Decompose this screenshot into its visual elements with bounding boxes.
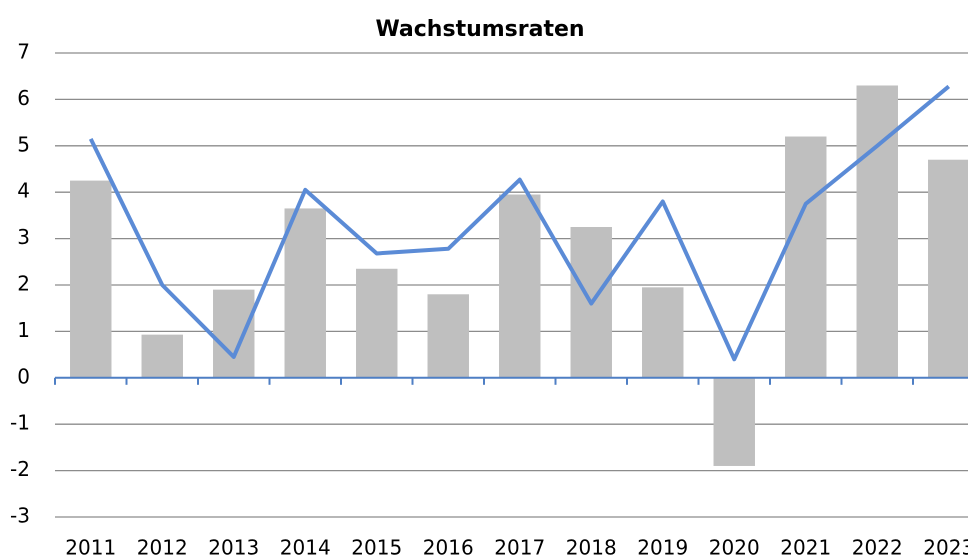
x-tick-label: 2019	[637, 536, 688, 560]
x-tick-label: 2012	[137, 536, 188, 560]
x-tick-label: 2022	[852, 536, 903, 560]
x-tick-label: 2020	[709, 536, 760, 560]
x-tick-label: 2018	[566, 536, 617, 560]
y-tick-label: 3	[17, 225, 30, 249]
y-tick-label: 6	[17, 86, 30, 110]
y-tick-label: 5	[17, 132, 30, 156]
y-tick-label: 0	[17, 364, 30, 388]
bar	[499, 194, 541, 378]
x-tick-label: 2014	[280, 536, 331, 560]
y-tick-label: 2	[17, 272, 30, 296]
y-tick-label: -2	[10, 457, 30, 481]
line-series	[88, 84, 951, 362]
x-tick-label: 2021	[780, 536, 831, 560]
bar	[856, 85, 898, 378]
bar	[70, 180, 112, 378]
bar	[284, 208, 326, 378]
y-tick-label: -3	[10, 504, 30, 528]
y-tick-label: 4	[17, 179, 30, 203]
bar	[141, 334, 183, 378]
x-tick-label: 2017	[494, 536, 545, 560]
bar	[713, 377, 755, 466]
x-tick-label: 2016	[423, 536, 474, 560]
bar	[642, 287, 684, 378]
y-tick-label: 7	[17, 40, 30, 64]
y-tick-label: -1	[10, 411, 30, 435]
bar	[785, 136, 827, 378]
chart-title: Wachstumsraten	[375, 17, 584, 42]
x-tick-label: 2023	[923, 536, 968, 560]
bar	[356, 268, 398, 378]
bar	[213, 289, 255, 378]
bar	[928, 159, 968, 378]
bar	[427, 294, 469, 378]
x-tick-label: 2013	[208, 536, 259, 560]
x-tick-label: 2015	[351, 536, 402, 560]
x-tick-label: 2011	[65, 536, 116, 560]
y-tick-label: 1	[17, 318, 30, 342]
